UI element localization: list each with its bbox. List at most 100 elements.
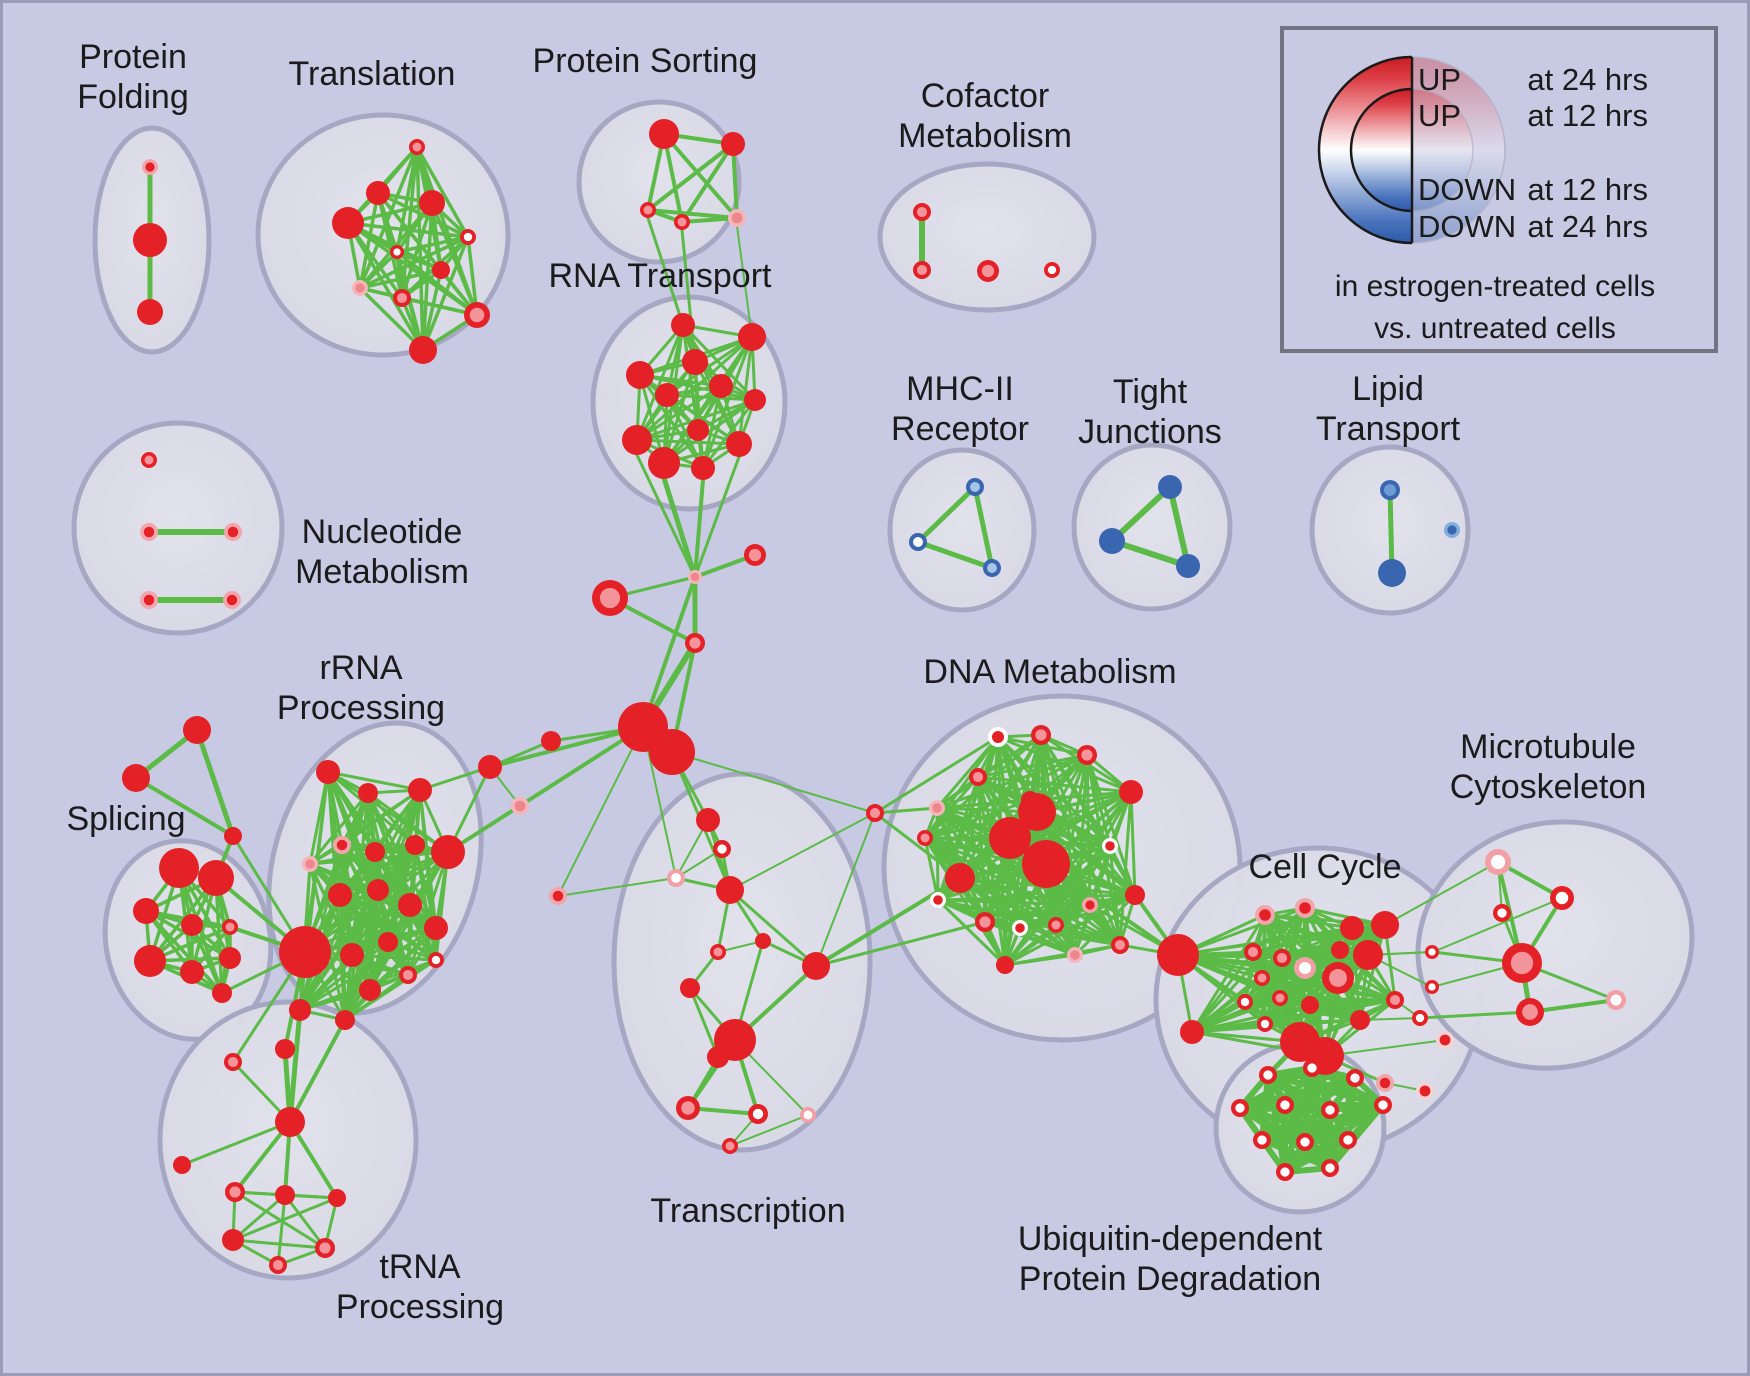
edge-dna-metabolism xyxy=(923,810,1039,840)
node-transcription xyxy=(707,1046,729,1068)
edge-mhc-ii-receptor xyxy=(915,484,978,545)
edge-rna-transport xyxy=(681,323,757,402)
edge-trna-processing xyxy=(231,1196,339,1242)
node-connector-spine xyxy=(866,804,884,822)
legend-direction-label-0: UP xyxy=(1418,62,1461,97)
node-cell-cycle xyxy=(1331,941,1349,959)
node-ubiquitin-degradation xyxy=(1276,1163,1294,1181)
edge-protein-sorting xyxy=(646,208,739,220)
node-transcription xyxy=(722,1138,738,1154)
cluster-tight-junctions-ellipse xyxy=(1071,442,1233,612)
edge-rna-transport xyxy=(635,323,685,442)
node-dna-metabolism xyxy=(1082,897,1098,913)
edge-rrna-processing xyxy=(308,791,370,866)
edge-connector-spine xyxy=(194,727,236,839)
edge-rrna-processing xyxy=(326,770,422,792)
cluster-label-mhc-ii-receptor: MHC-II Receptor xyxy=(891,370,1029,448)
node-rna-transport xyxy=(726,431,752,457)
node-rna-transport xyxy=(738,323,766,351)
node-rrna-processing xyxy=(333,836,351,854)
node-splicing xyxy=(180,960,204,984)
node-cell-cycle xyxy=(1412,1010,1428,1026)
node-nucleotide-metabolism xyxy=(141,452,157,468)
node-tight-junctions xyxy=(1158,475,1182,499)
node-transcription xyxy=(802,952,830,980)
node-cell-cycle xyxy=(1376,1074,1394,1092)
edge-cell-cycle xyxy=(1324,1039,1446,1057)
edge-dna-metabolism xyxy=(1003,943,1122,967)
node-transcription xyxy=(713,840,731,858)
edge-bridge xyxy=(635,453,697,579)
node-transcription xyxy=(755,933,771,949)
edge-rna-transport xyxy=(701,398,757,470)
edge-dna-metabolism xyxy=(923,836,1092,907)
legend: UP at 24 hrs UP at 12 hrs DOWN at 12 hrs DOWN a… xyxy=(1280,26,1718,353)
node-mhc-ii-receptor xyxy=(983,559,1001,577)
node-translation xyxy=(366,181,390,205)
edge-rrna-processing xyxy=(298,926,438,1012)
cluster-label-cofactor-metabolism: Cofactor Metabolism xyxy=(898,77,1072,155)
node-ubiquitin-degradation xyxy=(1296,1133,1314,1151)
node-trna-processing xyxy=(275,1107,305,1137)
node-cofactor-metabolism xyxy=(913,203,931,221)
node-rrna-processing xyxy=(365,842,385,862)
node-dna-metabolism xyxy=(1102,838,1118,854)
node-trna-processing xyxy=(275,1185,295,1205)
node-cell-cycle xyxy=(1340,916,1364,940)
edge-rrna-processing xyxy=(350,953,438,962)
edge-protein-sorting xyxy=(646,142,735,212)
edge-dna-metabolism xyxy=(1073,903,1092,957)
node-rrna-processing xyxy=(431,835,465,869)
cluster-label-splicing: Splicing xyxy=(66,800,185,838)
node-connector-spine xyxy=(122,764,150,792)
legend-caption-0: in estrogen-treated cells xyxy=(1335,270,1655,303)
edge-protein-sorting xyxy=(680,216,739,224)
edge-bridge xyxy=(671,751,876,814)
node-cell-cycle xyxy=(1294,957,1316,979)
node-trna-processing xyxy=(275,1039,295,1059)
edge-mhc-ii-receptor xyxy=(972,484,995,571)
edge-bridge xyxy=(729,812,876,891)
node-rrna-processing xyxy=(408,778,432,802)
node-ubiquitin-degradation xyxy=(1374,1096,1392,1114)
edge-dna-metabolism xyxy=(976,775,1137,897)
node-protein-sorting xyxy=(721,132,745,156)
node-ubiquitin-degradation xyxy=(1259,1066,1277,1084)
edge-translation xyxy=(466,235,479,317)
edge-trna-processing xyxy=(180,1120,292,1167)
node-dna-metabolism xyxy=(1111,936,1129,954)
node-rrna-processing xyxy=(335,1010,355,1030)
node-nucleotide-metabolism xyxy=(224,523,242,541)
node-rna-transport xyxy=(655,383,679,407)
edge-cell-cycle xyxy=(1190,976,1264,1034)
node-cell-cycle xyxy=(1371,911,1399,939)
node-cell-cycle xyxy=(1255,905,1275,925)
node-protein-folding xyxy=(137,299,163,325)
node-protein-sorting xyxy=(728,209,746,227)
edge-rrna-processing xyxy=(343,958,438,1022)
node-rrna-processing xyxy=(378,932,398,952)
edge-trna-processing xyxy=(231,1193,287,1242)
legend-direction-label-1: UP xyxy=(1418,98,1461,133)
edge-bridge xyxy=(646,216,685,327)
node-cofactor-metabolism xyxy=(913,261,931,279)
node-microtubule-cytoskeleton xyxy=(1493,904,1511,922)
node-protein-folding xyxy=(133,223,167,257)
node-microtubule-cytoskeleton xyxy=(1550,886,1574,910)
node-dna-metabolism xyxy=(969,768,987,786)
edge-splicing xyxy=(144,909,224,995)
edge-rna-transport xyxy=(635,438,741,446)
node-dna-metabolism xyxy=(1067,947,1083,963)
edge-cell-cycle xyxy=(1243,1000,1362,1022)
node-translation xyxy=(332,207,364,239)
node-cell-cycle xyxy=(1416,1082,1434,1100)
edge-rrna-processing xyxy=(434,850,450,962)
node-cell-cycle xyxy=(1386,991,1404,1009)
edge-splicing xyxy=(214,876,224,995)
node-translation xyxy=(352,280,368,296)
node-dna-metabolism xyxy=(1012,920,1028,936)
edge-bridge xyxy=(1432,897,1563,953)
node-trna-processing xyxy=(222,1229,244,1251)
cluster-label-rna-transport: RNA Transport xyxy=(549,257,773,295)
node-rrna-processing xyxy=(328,883,352,907)
